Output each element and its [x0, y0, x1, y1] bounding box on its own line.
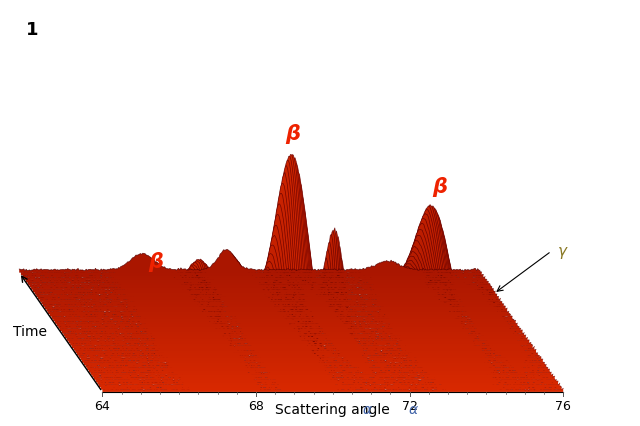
Polygon shape [46, 246, 507, 311]
Polygon shape [94, 194, 555, 380]
Polygon shape [43, 256, 504, 307]
Polygon shape [84, 153, 545, 365]
Polygon shape [24, 257, 485, 280]
Polygon shape [72, 204, 532, 348]
Text: β: β [433, 176, 447, 196]
Polygon shape [67, 210, 527, 341]
Polygon shape [56, 213, 517, 326]
Polygon shape [31, 266, 492, 290]
Polygon shape [85, 155, 546, 368]
Polygon shape [102, 269, 563, 392]
Text: Scattering angle: Scattering angle [275, 403, 390, 417]
Polygon shape [41, 260, 502, 304]
Text: 68: 68 [248, 400, 264, 413]
Polygon shape [87, 158, 548, 370]
Polygon shape [90, 172, 551, 375]
Text: α: α [363, 403, 372, 417]
Text: β: β [148, 253, 163, 273]
Text: β: β [285, 124, 300, 144]
Polygon shape [36, 268, 497, 297]
Polygon shape [92, 182, 553, 377]
Polygon shape [100, 253, 561, 389]
Polygon shape [22, 254, 483, 277]
Text: 1: 1 [26, 21, 38, 39]
Polygon shape [50, 234, 511, 317]
Polygon shape [99, 237, 560, 387]
Polygon shape [68, 216, 529, 343]
Polygon shape [81, 160, 541, 360]
Polygon shape [55, 218, 516, 324]
Polygon shape [79, 166, 540, 358]
Polygon shape [95, 208, 556, 382]
Polygon shape [29, 264, 490, 287]
Text: 72: 72 [402, 400, 417, 413]
Polygon shape [38, 266, 499, 299]
Polygon shape [35, 269, 495, 294]
Text: α: α [409, 403, 418, 417]
Polygon shape [77, 174, 538, 355]
Polygon shape [48, 242, 509, 314]
Polygon shape [89, 163, 550, 372]
Text: γ: γ [558, 244, 567, 259]
Polygon shape [61, 206, 522, 334]
Polygon shape [76, 183, 536, 353]
Text: 76: 76 [556, 400, 571, 413]
Polygon shape [28, 262, 488, 285]
Polygon shape [60, 206, 521, 331]
Polygon shape [74, 193, 534, 351]
Text: Time: Time [13, 325, 47, 339]
Polygon shape [97, 222, 558, 385]
Polygon shape [19, 250, 480, 273]
Polygon shape [33, 268, 493, 292]
Polygon shape [82, 156, 543, 363]
Polygon shape [21, 252, 482, 275]
Polygon shape [45, 252, 506, 309]
Polygon shape [53, 223, 514, 321]
Polygon shape [40, 264, 500, 302]
Polygon shape [70, 214, 531, 345]
Polygon shape [58, 209, 519, 328]
Polygon shape [65, 207, 526, 338]
Polygon shape [26, 259, 487, 282]
Text: 64: 64 [95, 400, 110, 413]
Polygon shape [51, 229, 512, 319]
Polygon shape [63, 205, 524, 336]
